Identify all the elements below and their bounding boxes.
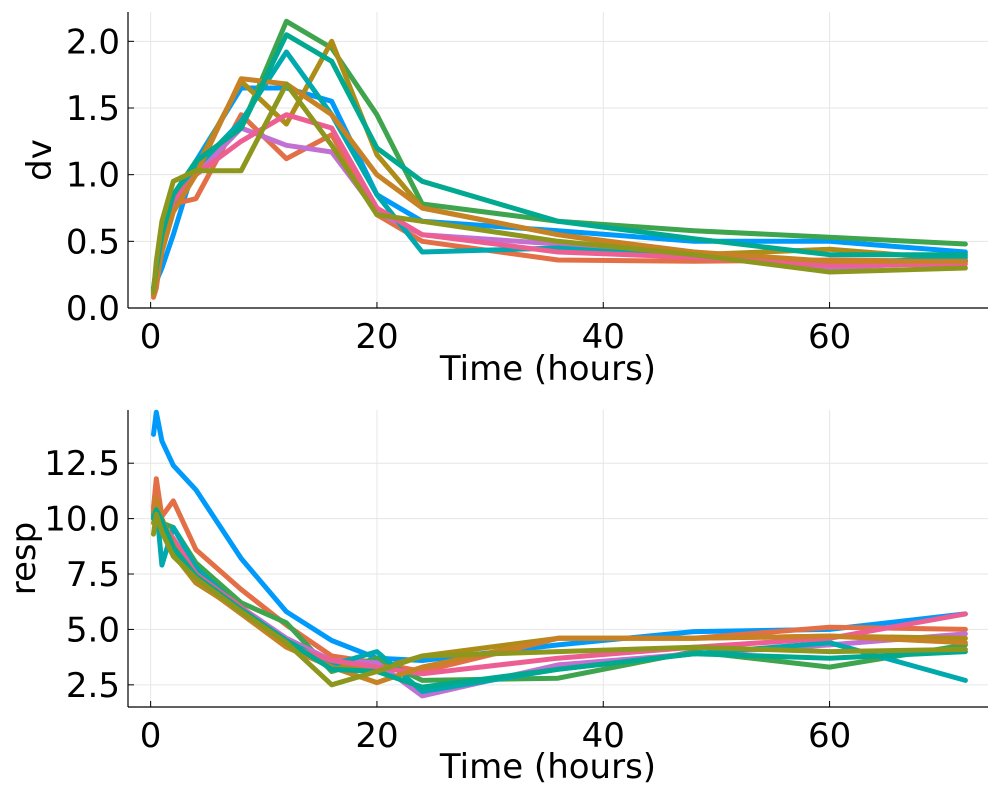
- resp-x-tick-label: 40: [582, 716, 625, 756]
- dv-series-line-9: [151, 32, 968, 291]
- resp-series-line-9: [151, 507, 968, 690]
- dv-y-tick-label: 0.5: [66, 222, 120, 262]
- dv-x-tick-label: 40: [582, 317, 625, 357]
- dv-y-tick-label: 0.0: [66, 289, 120, 329]
- resp-series-line-1: [151, 409, 968, 663]
- resp-y-tick-label: 5.0: [66, 610, 120, 650]
- resp-y-tick-label: 7.5: [66, 555, 120, 595]
- resp-series-group: [151, 409, 968, 699]
- resp-y-axis-title: resp: [4, 522, 44, 595]
- dv-y-tick-label: 1.5: [66, 89, 120, 129]
- dv-y-tick-label: 1.0: [66, 156, 120, 196]
- dv-panel: 0 20 40 60 0.0 0.5 1.0 1.5 2.0 Time (hours) dv: [20, 12, 988, 389]
- resp-series-line-10: [151, 511, 968, 688]
- resp-series-line-8: [151, 496, 968, 686]
- dv-series-line-10: [151, 81, 968, 295]
- dv-x-tick-label: 60: [808, 317, 851, 357]
- dv-series-line-1: [151, 85, 968, 294]
- dv-series-line-8: [151, 76, 968, 298]
- resp-x-tick-label: 0: [140, 716, 162, 756]
- dv-x-tick-label: 0: [140, 317, 162, 357]
- resp-y-tick-label: 12.5: [44, 444, 120, 484]
- resp-x-tick-label: 60: [808, 716, 851, 756]
- dv-x-tick-label: 20: [355, 317, 398, 357]
- dv-y-tick-label: 2.0: [66, 22, 120, 62]
- dv-y-axis-title: dv: [20, 139, 60, 181]
- resp-x-tick-label: 20: [355, 716, 398, 756]
- dv-x-axis-title: Time (hours): [439, 349, 656, 389]
- resp-panel: 0 20 40 60 2.5 5.0 7.5 10.0 12.5 Time (hours) resp: [4, 409, 988, 787]
- resp-x-axis-title: Time (hours): [439, 747, 656, 787]
- resp-y-tick-label: 2.5: [66, 666, 120, 706]
- dv-series-group: [151, 18, 968, 300]
- resp-y-tick-label: 10.0: [44, 500, 120, 540]
